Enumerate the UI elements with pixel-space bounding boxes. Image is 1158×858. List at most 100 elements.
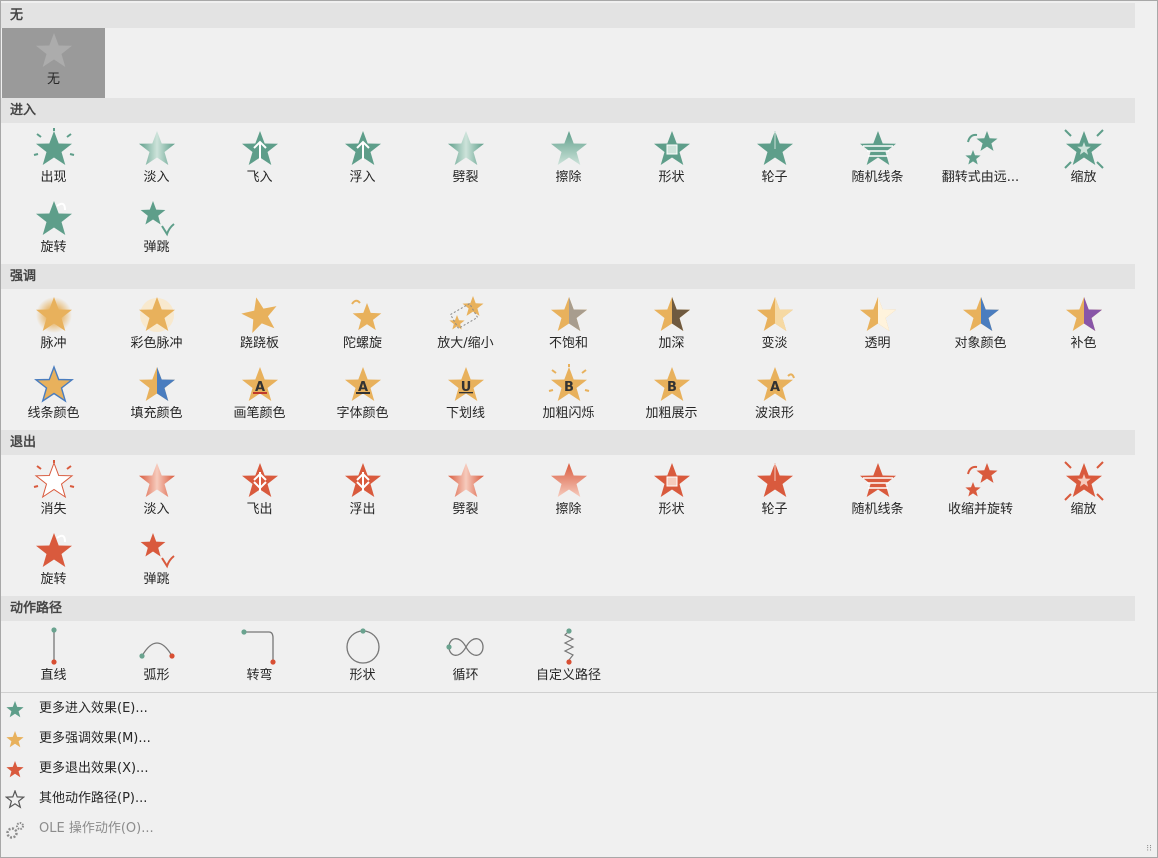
effect-teeter[interactable]: 跷跷板 bbox=[208, 292, 311, 362]
effect-label: 无 bbox=[46, 72, 60, 87]
effect-pulse[interactable]: 脉冲 bbox=[2, 292, 105, 362]
effect-label: 浮出 bbox=[349, 502, 376, 517]
zoom-out-icon bbox=[1064, 461, 1104, 501]
effect-complementary-color[interactable]: 补色 bbox=[1032, 292, 1135, 362]
line-color-icon bbox=[34, 365, 74, 403]
effect-fly-out[interactable]: 飞出 bbox=[208, 458, 311, 528]
effect-random-bars-out[interactable]: 随机线条 bbox=[826, 458, 929, 528]
effect-label: 飞出 bbox=[246, 502, 273, 517]
teeter-icon bbox=[241, 297, 277, 333]
effect-brush-color[interactable]: A 画笔颜色 bbox=[208, 362, 311, 432]
effect-fade-out[interactable]: 淡入 bbox=[105, 458, 208, 528]
effect-shape-path[interactable]: 形状 bbox=[311, 624, 414, 694]
menu-item-gold-star[interactable]: 更多强调效果(M)... bbox=[5, 724, 405, 754]
effect-swivel[interactable]: 旋转 bbox=[2, 196, 105, 266]
effect-appear[interactable]: 出现 bbox=[2, 126, 105, 196]
svg-text:A: A bbox=[358, 380, 368, 395]
effect-label: 对象颜色 bbox=[954, 336, 1007, 351]
resize-grip-icon[interactable]: ⁝⁝ bbox=[1146, 844, 1152, 854]
svg-text:B: B bbox=[667, 380, 677, 395]
effect-darken[interactable]: 加深 bbox=[620, 292, 723, 362]
menu-item-gears: OLE 操作动作(O)... bbox=[5, 814, 405, 844]
effect-label: 形状 bbox=[658, 170, 685, 185]
disappear-icon bbox=[33, 460, 75, 499]
menu-item-red-star[interactable]: 更多退出效果(X)... bbox=[5, 754, 405, 784]
effect-shape[interactable]: 形状 bbox=[620, 126, 723, 196]
effect-font-color[interactable]: A 字体颜色 bbox=[311, 362, 414, 432]
effect-split[interactable]: 劈裂 bbox=[414, 126, 517, 196]
pulse-icon bbox=[36, 297, 72, 333]
effect-label: 补色 bbox=[1070, 336, 1097, 351]
effect-label: 轮子 bbox=[761, 502, 788, 517]
effect-spin[interactable]: 陀螺旋 bbox=[311, 292, 414, 362]
grow-turn-icon bbox=[965, 131, 998, 165]
effect-label: 浮入 bbox=[349, 170, 376, 185]
gears-icon bbox=[6, 822, 24, 839]
effect-transparency[interactable]: 透明 bbox=[826, 292, 929, 362]
effect-label: 弹跳 bbox=[143, 240, 170, 255]
effect-line-color[interactable]: 线条颜色 bbox=[2, 362, 105, 432]
effect-wipe[interactable]: 擦除 bbox=[517, 126, 620, 196]
effect-color-pulse[interactable]: 彩色脉冲 bbox=[105, 292, 208, 362]
effect-fill-color[interactable]: 填充颜色 bbox=[105, 362, 208, 432]
effect-line-path[interactable]: 直线 bbox=[2, 624, 105, 694]
effect-zoom-out[interactable]: 缩放 bbox=[1032, 458, 1135, 528]
wipe-out-icon bbox=[551, 463, 587, 497]
fade-icon bbox=[139, 131, 175, 165]
effect-label: 翻转式由远... bbox=[941, 170, 1020, 185]
effect-label: 自定义路径 bbox=[535, 668, 601, 683]
menu-item-label: 更多退出效果(X)... bbox=[39, 761, 149, 776]
effect-label: 缩放 bbox=[1070, 502, 1097, 517]
effect-float-out[interactable]: 浮出 bbox=[311, 458, 414, 528]
effect-turn-path[interactable]: 转弯 bbox=[208, 624, 311, 694]
section-header-emphasis: 强调 bbox=[1, 264, 1135, 289]
effect-wipe-out[interactable]: 擦除 bbox=[517, 458, 620, 528]
line-path-icon bbox=[51, 627, 57, 665]
effect-shrink-turn[interactable]: 收缩并旋转 bbox=[929, 458, 1032, 528]
effect-label: 变淡 bbox=[761, 336, 788, 351]
bounce-icon bbox=[140, 201, 175, 237]
effect-float-in[interactable]: 浮入 bbox=[311, 126, 414, 196]
effect-bold-flash[interactable]: B 加粗闪烁 bbox=[517, 362, 620, 432]
effect-label: 弧形 bbox=[143, 668, 170, 683]
section-header-exit: 退出 bbox=[1, 430, 1135, 455]
effect-label: 擦除 bbox=[555, 502, 582, 517]
effect-shape-out[interactable]: 形状 bbox=[620, 458, 723, 528]
fly-in-icon bbox=[242, 131, 278, 165]
effect-bounce[interactable]: 弹跳 bbox=[105, 196, 208, 266]
swivel-out-icon bbox=[36, 533, 72, 567]
effect-underline[interactable]: U 下划线 bbox=[414, 362, 517, 432]
effect-lighten[interactable]: 变淡 bbox=[723, 292, 826, 362]
effect-zoom[interactable]: 缩放 bbox=[1032, 126, 1135, 196]
effect-fly-in[interactable]: 飞入 bbox=[208, 126, 311, 196]
effect-desaturate[interactable]: 不饱和 bbox=[517, 292, 620, 362]
effect-object-color[interactable]: 对象颜色 bbox=[929, 292, 1032, 362]
effect-label: 循环 bbox=[452, 668, 479, 683]
effect-label: 旋转 bbox=[40, 572, 67, 587]
effect-wheel-out[interactable]: 轮子 bbox=[723, 458, 826, 528]
effect-wave[interactable]: A 波浪形 bbox=[723, 362, 826, 432]
effect-grow-turn[interactable]: 翻转式由远... bbox=[929, 126, 1032, 196]
menu-item-green-star[interactable]: 更多进入效果(E)... bbox=[5, 694, 405, 724]
effect-wheel[interactable]: 轮子 bbox=[723, 126, 826, 196]
effect-label: 陀螺旋 bbox=[342, 336, 382, 351]
effect-disappear[interactable]: 消失 bbox=[2, 458, 105, 528]
effect-grow-shrink[interactable]: 放大/缩小 bbox=[414, 292, 517, 362]
effect-split-out[interactable]: 劈裂 bbox=[414, 458, 517, 528]
effect-swivel-out[interactable]: 旋转 bbox=[2, 528, 105, 598]
effect-label: 劈裂 bbox=[452, 170, 479, 185]
effect-bold-reveal[interactable]: B 加粗展示 bbox=[620, 362, 723, 432]
svg-text:B: B bbox=[564, 380, 574, 395]
custom-path-icon bbox=[563, 628, 575, 665]
effect-custom-path[interactable]: 自定义路径 bbox=[517, 624, 620, 694]
effect-bounce-out[interactable]: 弹跳 bbox=[105, 528, 208, 598]
effect-loop-path[interactable]: 循环 bbox=[414, 624, 517, 694]
loop-path-icon bbox=[446, 638, 484, 656]
effect-none-star[interactable]: 无 bbox=[2, 28, 105, 98]
effect-fade[interactable]: 淡入 bbox=[105, 126, 208, 196]
effect-arc-path[interactable]: 弧形 bbox=[105, 624, 208, 694]
effect-random-bars[interactable]: 随机线条 bbox=[826, 126, 929, 196]
menu-item-outline-star[interactable]: 其他动作路径(P)... bbox=[5, 784, 405, 814]
bold-flash-icon: B bbox=[548, 364, 590, 401]
wheel-out-icon bbox=[757, 463, 793, 497]
